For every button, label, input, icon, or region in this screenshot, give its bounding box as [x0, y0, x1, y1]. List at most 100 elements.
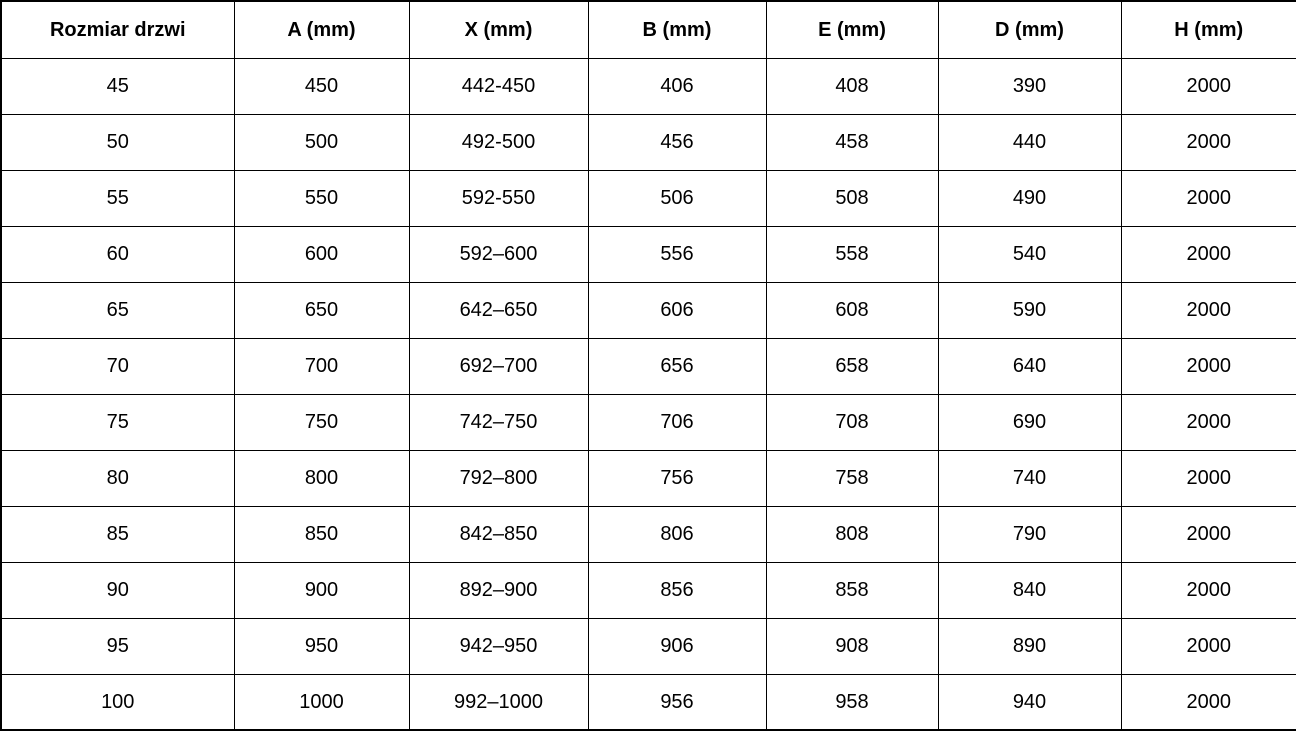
table-cell: 80: [0, 449, 235, 507]
table-row: 60 600 592–600 556 558 540 2000: [0, 225, 1296, 283]
table-cell: 740: [937, 449, 1122, 507]
table-cell: 406: [587, 57, 767, 115]
table-cell: 606: [587, 281, 767, 339]
table-cell: 600: [233, 225, 410, 283]
table-cell: 50: [0, 113, 235, 171]
table-cell: 650: [233, 281, 410, 339]
table-cell: 856: [587, 561, 767, 619]
table-cell: 808: [765, 505, 939, 563]
table-row: 80 800 792–800 756 758 740 2000: [0, 449, 1296, 507]
table-cell: 492-500: [408, 113, 589, 171]
table-row: 45 450 442-450 406 408 390 2000: [0, 57, 1296, 115]
table-cell: 908: [765, 617, 939, 675]
table-cell: 942–950: [408, 617, 589, 675]
table-cell: 692–700: [408, 337, 589, 395]
table-cell: 60: [0, 225, 235, 283]
table-cell: 65: [0, 281, 235, 339]
table-cell: 490: [937, 169, 1122, 227]
header-row: Rozmiar drzwi A (mm) X (mm) B (mm) E (mm) D (…: [0, 0, 1296, 59]
table-cell: 592–600: [408, 225, 589, 283]
table-cell: 95: [0, 617, 235, 675]
table-cell: 450: [233, 57, 410, 115]
table-cell: 540: [937, 225, 1122, 283]
table-row: 75 750 742–750 706 708 690 2000: [0, 393, 1296, 451]
table-cell: 858: [765, 561, 939, 619]
table-cell: 906: [587, 617, 767, 675]
table-cell: 800: [233, 449, 410, 507]
table-cell: 658: [765, 337, 939, 395]
table-cell: 2000: [1120, 617, 1296, 675]
table-cell: 708: [765, 393, 939, 451]
table-row: 70 700 692–700 656 658 640 2000: [0, 337, 1296, 395]
table-cell: 700: [233, 337, 410, 395]
table-cell: 456: [587, 113, 767, 171]
table-row: 90 900 892–900 856 858 840 2000: [0, 561, 1296, 619]
table-cell: 958: [765, 673, 939, 731]
table-cell: 558: [765, 225, 939, 283]
table-cell: 2000: [1120, 393, 1296, 451]
table-cell: 2000: [1120, 337, 1296, 395]
table-cell: 706: [587, 393, 767, 451]
table-cell: 842–850: [408, 505, 589, 563]
table-cell: 750: [233, 393, 410, 451]
table-cell: 690: [937, 393, 1122, 451]
table-cell: 506: [587, 169, 767, 227]
table-cell: 890: [937, 617, 1122, 675]
table-cell: 992–1000: [408, 673, 589, 731]
table-cell: 592-550: [408, 169, 589, 227]
table-cell: 950: [233, 617, 410, 675]
table-cell: 90: [0, 561, 235, 619]
table-cell: 2000: [1120, 673, 1296, 731]
table-cell: 900: [233, 561, 410, 619]
column-header-0: Rozmiar drzwi: [0, 0, 235, 59]
table-cell: 390: [937, 57, 1122, 115]
table-cell: 2000: [1120, 169, 1296, 227]
table-cell: 85: [0, 505, 235, 563]
table-cell: 2000: [1120, 561, 1296, 619]
table-cell: 642–650: [408, 281, 589, 339]
table-cell: 458: [765, 113, 939, 171]
table-cell: 850: [233, 505, 410, 563]
table-cell: 2000: [1120, 281, 1296, 339]
column-header-1: A (mm): [233, 0, 410, 59]
table-cell: 790: [937, 505, 1122, 563]
table-cell: 2000: [1120, 225, 1296, 283]
table-row: 55 550 592-550 506 508 490 2000: [0, 169, 1296, 227]
table-row: 50 500 492-500 456 458 440 2000: [0, 113, 1296, 171]
table-cell: 756: [587, 449, 767, 507]
table-cell: 2000: [1120, 57, 1296, 115]
table-row: 65 650 642–650 606 608 590 2000: [0, 281, 1296, 339]
column-header-2: X (mm): [408, 0, 589, 59]
table-cell: 70: [0, 337, 235, 395]
table-cell: 508: [765, 169, 939, 227]
table-cell: 840: [937, 561, 1122, 619]
table-cell: 55: [0, 169, 235, 227]
table-cell: 640: [937, 337, 1122, 395]
table-cell: 892–900: [408, 561, 589, 619]
table-cell: 806: [587, 505, 767, 563]
table-cell: 2000: [1120, 505, 1296, 563]
table-cell: 742–750: [408, 393, 589, 451]
column-header-4: E (mm): [765, 0, 939, 59]
table-cell: 45: [0, 57, 235, 115]
table-row: 95 950 942–950 906 908 890 2000: [0, 617, 1296, 675]
table-cell: 2000: [1120, 113, 1296, 171]
table-cell: 1000: [233, 673, 410, 731]
table-cell: 440: [937, 113, 1122, 171]
table-cell: 792–800: [408, 449, 589, 507]
table-cell: 550: [233, 169, 410, 227]
table-cell: 2000: [1120, 449, 1296, 507]
table-cell: 758: [765, 449, 939, 507]
table-cell: 656: [587, 337, 767, 395]
table-cell: 590: [937, 281, 1122, 339]
table-cell: 100: [0, 673, 235, 731]
table-cell: 940: [937, 673, 1122, 731]
table-cell: 442-450: [408, 57, 589, 115]
table-cell: 75: [0, 393, 235, 451]
table-row: 100 1000 992–1000 956 958 940 2000: [0, 673, 1296, 731]
column-header-3: B (mm): [587, 0, 767, 59]
column-header-5: D (mm): [937, 0, 1122, 59]
table-cell: 408: [765, 57, 939, 115]
table-row: 85 850 842–850 806 808 790 2000: [0, 505, 1296, 563]
